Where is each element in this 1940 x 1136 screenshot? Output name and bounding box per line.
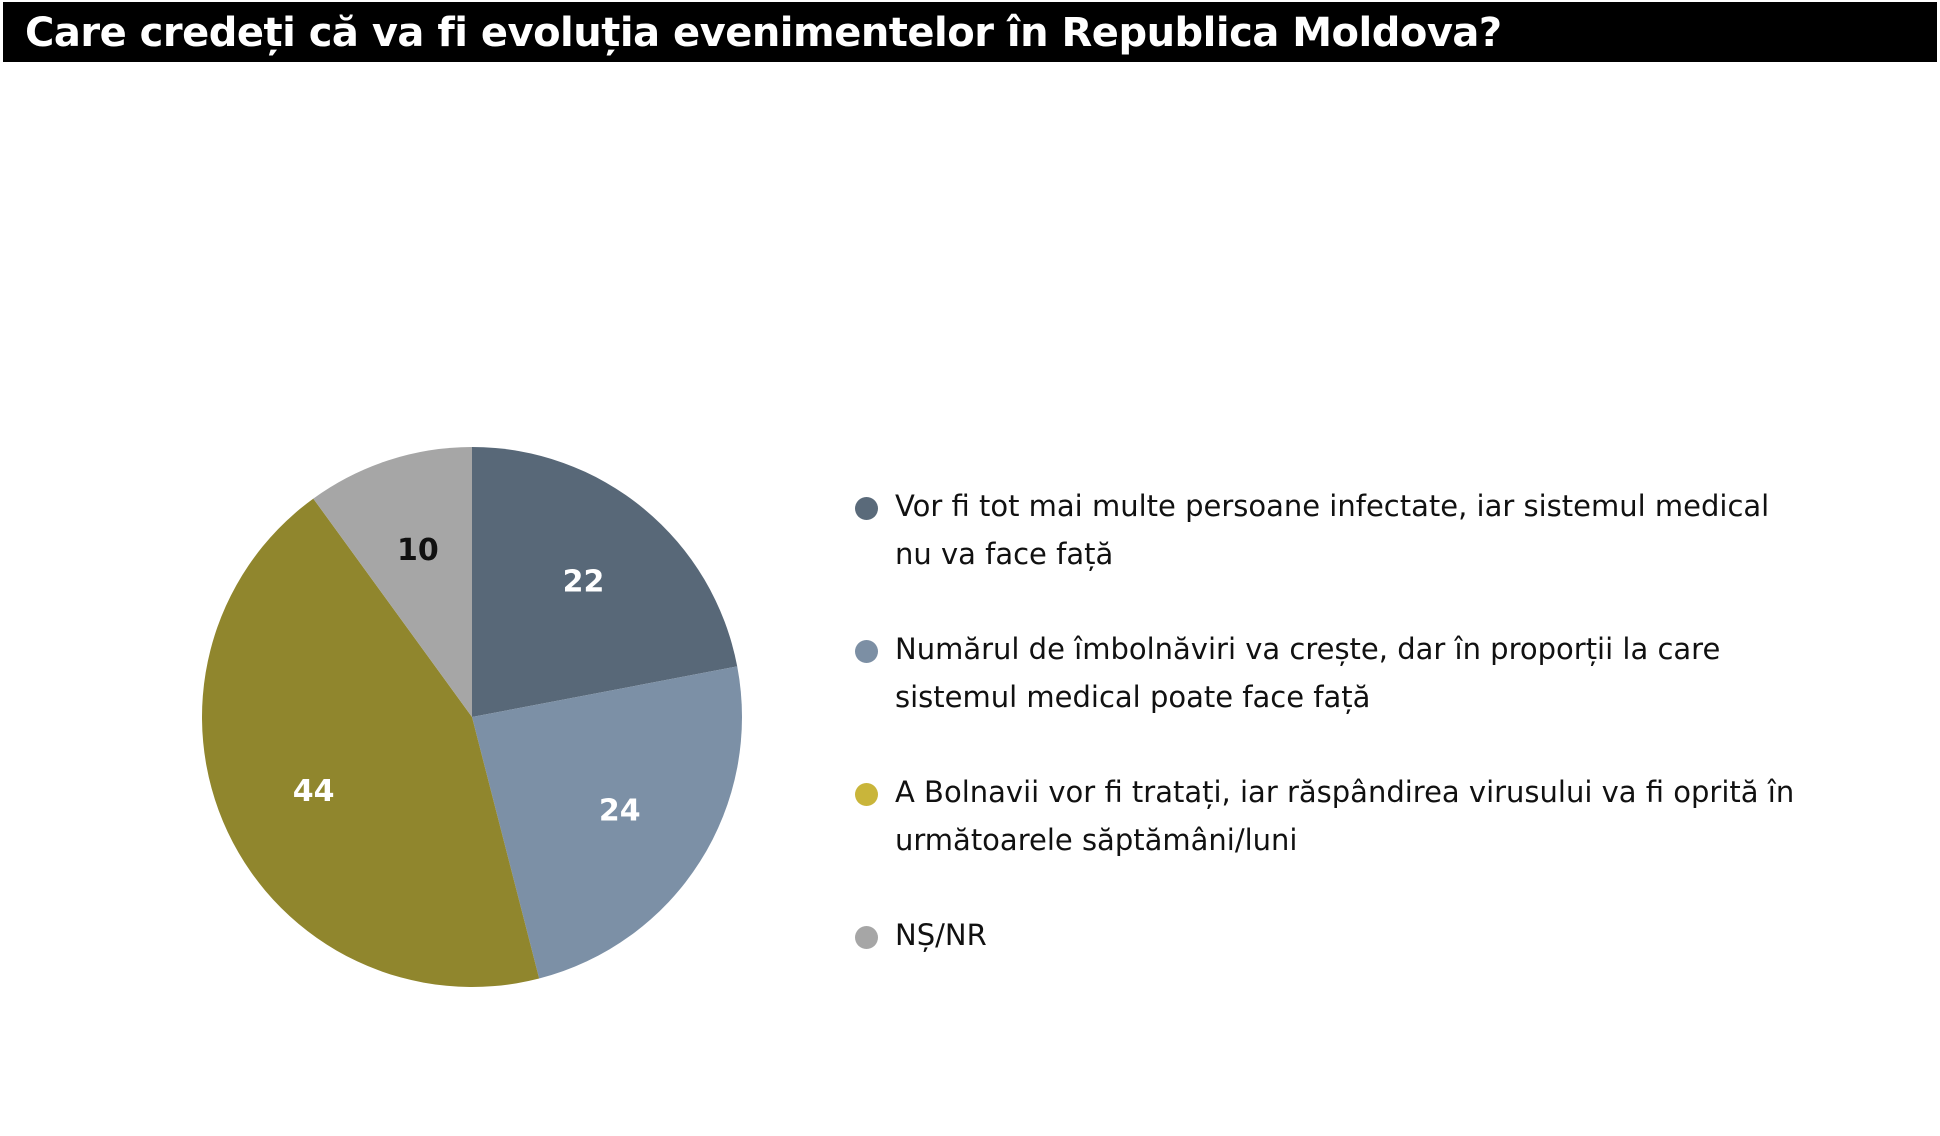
legend: Vor fi tot mai multe persoane infectate,… — [855, 482, 1795, 1006]
slice-value-label: 44 — [293, 774, 335, 809]
legend-item: Vor fi tot mai multe persoane infectate,… — [855, 482, 1795, 578]
legend-dot-icon — [855, 926, 878, 949]
pie-slice-0 — [472, 447, 738, 717]
legend-item: NȘ/NR — [855, 911, 1795, 959]
pie-slice-1 — [472, 666, 742, 979]
slice-value-label: 10 — [397, 533, 439, 568]
legend-label: A Bolnavii vor fi tratați, iar răspândir… — [895, 775, 1795, 857]
legend-item: A Bolnavii vor fi tratați, iar răspândir… — [855, 768, 1795, 864]
legend-dot-icon — [855, 783, 878, 806]
slice-value-label: 22 — [563, 565, 605, 600]
pie-slice-3 — [313, 447, 472, 717]
chart-title: Care credeți că va fi evoluția eveniment… — [25, 10, 1502, 56]
legend-label: Numărul de îmbolnăviri va crește, dar în… — [895, 632, 1721, 714]
legend-item: Numărul de îmbolnăviri va crește, dar în… — [855, 625, 1795, 721]
legend-label: Vor fi tot mai multe persoane infectate,… — [895, 489, 1770, 571]
legend-label: NȘ/NR — [895, 918, 987, 952]
pie-slice-2 — [201, 498, 540, 987]
title-bar: Care credeți că va fi evoluția eveniment… — [3, 2, 1937, 62]
legend-dot-icon — [855, 497, 878, 520]
legend-dot-icon — [855, 640, 878, 663]
slice-value-label: 24 — [599, 793, 641, 828]
